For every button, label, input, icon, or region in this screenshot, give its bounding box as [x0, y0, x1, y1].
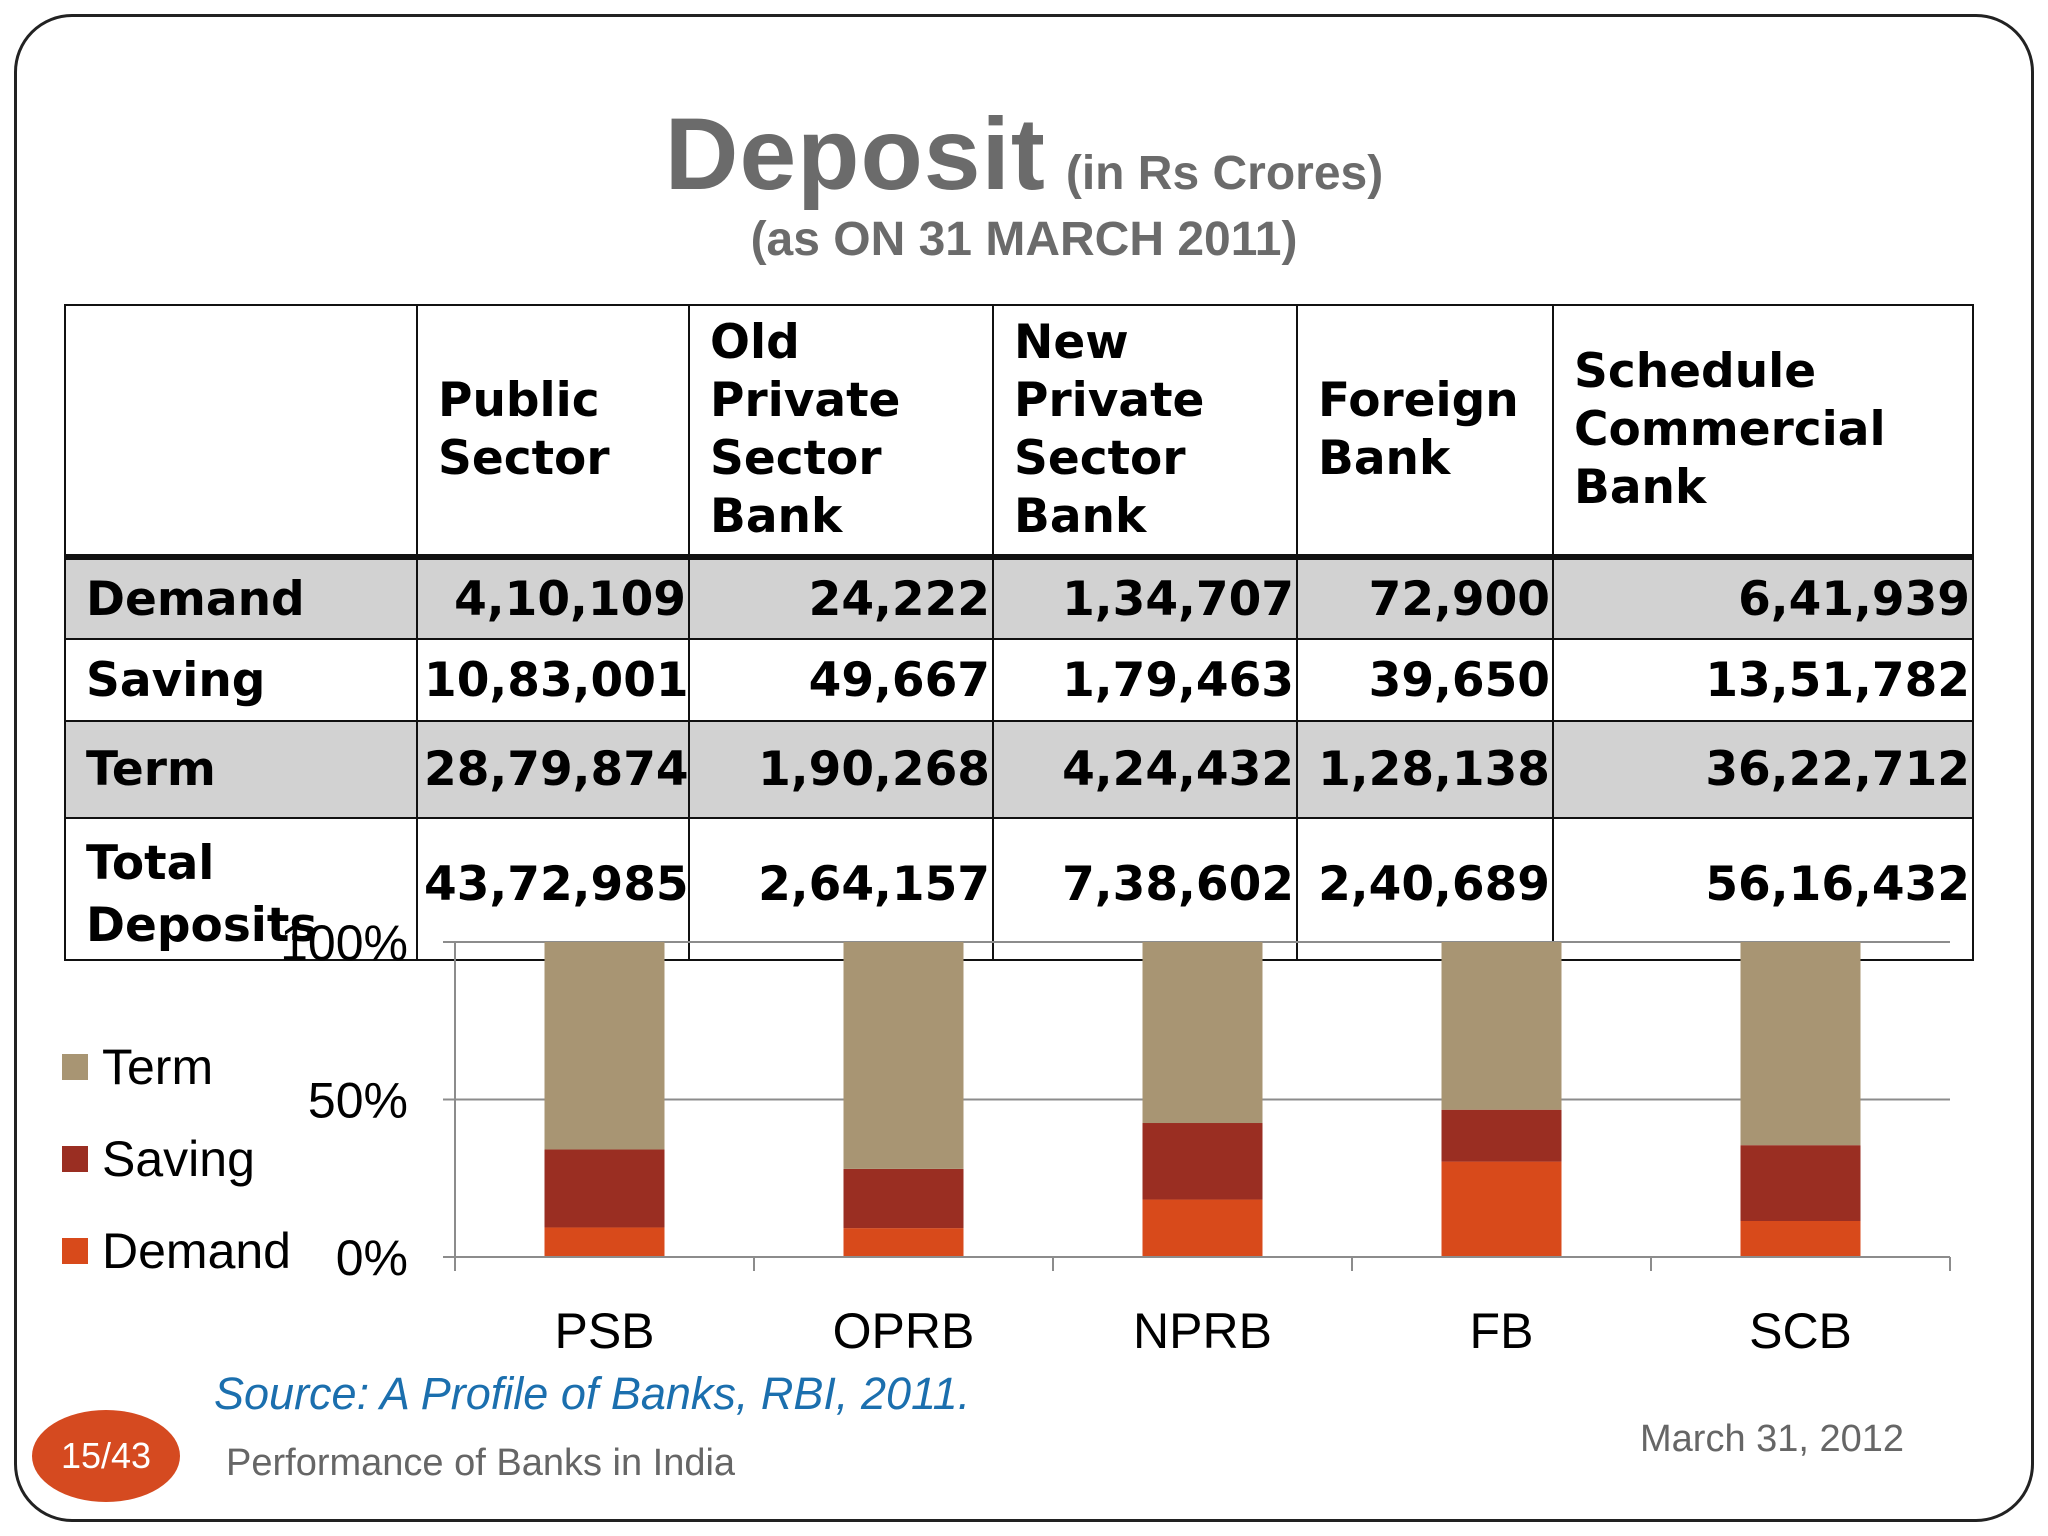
legend-item-term: Term	[62, 1038, 213, 1096]
slide-subtitle: (as ON 31 MARCH 2011)	[750, 213, 1298, 266]
table-cell: 28,79,874	[416, 720, 690, 819]
header-cell: Public Sector	[416, 304, 690, 558]
table-cell: 1,90,268	[688, 720, 994, 819]
table-cell: 2,64,157	[688, 817, 994, 961]
table-cell: 2,40,689	[1296, 817, 1554, 961]
table-cell: 72,900	[1296, 556, 1554, 640]
table-cell: 1,28,138	[1296, 720, 1554, 819]
header-cell: New Private Sector Bank	[992, 304, 1298, 558]
header-cell-blank	[64, 304, 418, 558]
footer-title: Performance of Banks in India	[226, 1442, 736, 1484]
table-cell: 7,38,602	[992, 817, 1298, 961]
row-label: Term	[64, 720, 418, 819]
table-row: Demand 4,10,109 24,222 1,34,707 72,900 6…	[64, 556, 1974, 640]
table-cell: 13,51,782	[1552, 638, 1974, 722]
source-note: Source: A Profile of Banks, RBI, 2011.	[214, 1368, 971, 1419]
table-cell: 56,16,432	[1552, 817, 1974, 961]
row-label: Total Deposits	[64, 817, 418, 961]
table-cell: 6,41,939	[1552, 556, 1974, 640]
legend-swatch-demand	[62, 1237, 88, 1264]
table-cell: 24,222	[688, 556, 994, 640]
title-unit-text: (in Rs Crores)	[1065, 147, 1384, 200]
table-row: Term 28,79,874 1,90,268 4,24,432 1,28,13…	[64, 720, 1974, 819]
table-header-row: Public Sector Old Private Sector Bank New Pr…	[64, 304, 1974, 558]
table-cell: 36,22,712	[1552, 720, 1974, 819]
table-cell: 4,10,109	[416, 556, 690, 640]
header-cell: Old Private Sector Bank	[688, 304, 994, 558]
table-cell: 43,72,985	[416, 817, 690, 961]
title-main-text: Deposit	[664, 97, 1046, 211]
header-cell: Schedule Commercial Bank	[1552, 304, 1974, 558]
row-label: Saving	[64, 638, 418, 722]
table-row: Total Deposits 43,72,985 2,64,157 7,38,60…	[64, 817, 1974, 961]
legend-item-saving: Saving	[62, 1130, 255, 1188]
table-cell: 49,667	[688, 638, 994, 722]
legend-swatch-saving	[62, 1145, 88, 1172]
table-cell: 4,24,432	[992, 720, 1298, 819]
header-cell: Foreign Bank	[1296, 304, 1554, 558]
slide-title: Deposit (in Rs Crores)	[0, 96, 2048, 213]
page-number-badge: 15/43	[32, 1410, 180, 1502]
legend-swatch-term	[62, 1053, 88, 1080]
deposit-table: Public Sector Old Private Sector Bank New Pr…	[64, 304, 1974, 961]
table-cell: 1,79,463	[992, 638, 1298, 722]
table-row: Saving 10,83,001 49,667 1,79,463 39,650 …	[64, 638, 1974, 722]
footer-date: March 31, 2012	[1640, 1418, 1905, 1460]
table-cell: 10,83,001	[416, 638, 690, 722]
table-cell: 39,650	[1296, 638, 1554, 722]
row-label: Demand	[64, 556, 418, 640]
table-cell: 1,34,707	[992, 556, 1298, 640]
legend-item-demand: Demand	[62, 1222, 291, 1280]
